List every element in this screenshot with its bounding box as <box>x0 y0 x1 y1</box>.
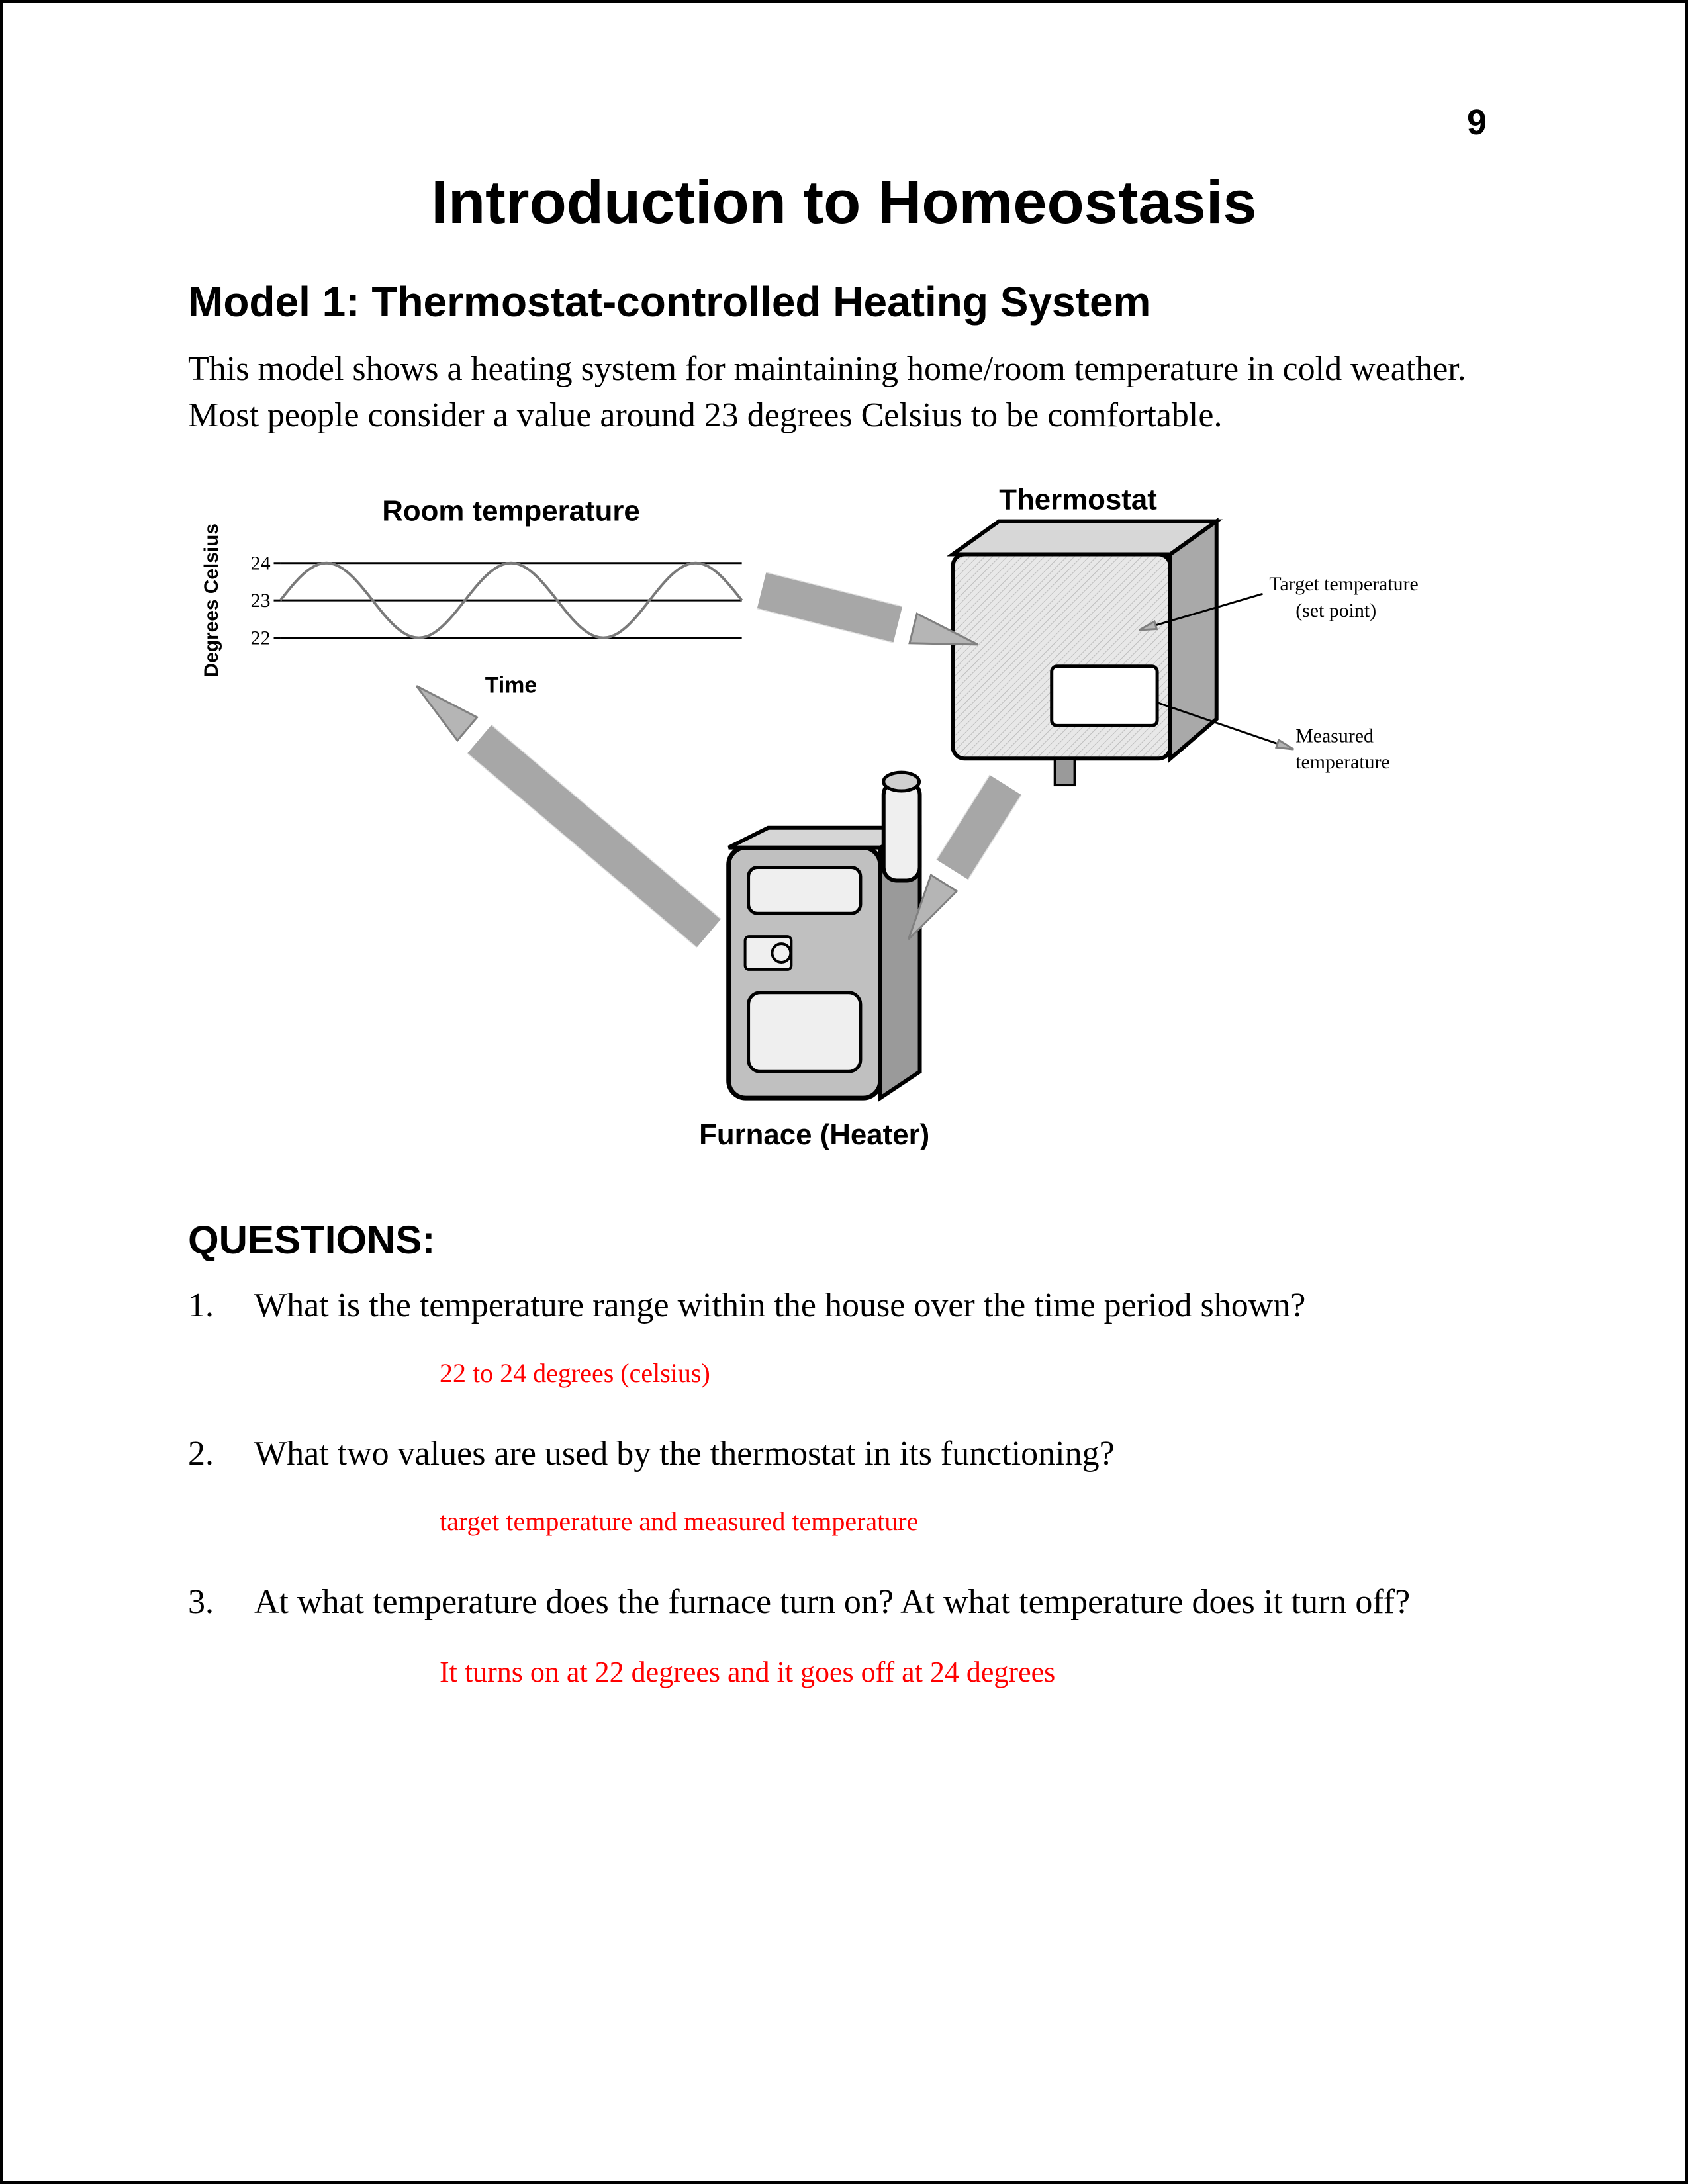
model-subtitle: Model 1: Thermostat-controlled Heating S… <box>188 277 1500 326</box>
questions-list: What is the temperature range within the… <box>188 1283 1500 1692</box>
page-number: 9 <box>1467 102 1487 143</box>
question-item: What two values are used by the thermost… <box>188 1431 1500 1539</box>
svg-text:24: 24 <box>251 553 271 574</box>
question-item: At what temperature does the furnace tur… <box>188 1579 1500 1692</box>
worksheet-page: 9 Introduction to Homeostasis Model 1: T… <box>0 0 1688 2184</box>
svg-text:Thermostat: Thermostat <box>999 484 1157 516</box>
svg-text:(set point): (set point) <box>1295 600 1376 621</box>
svg-text:temperature: temperature <box>1295 752 1390 774</box>
question-prompt: At what temperature does the furnace tur… <box>254 1583 1410 1621</box>
thermostat-diagram: Room temperature Degrees Celsius 24 23 22 Tim… <box>188 465 1500 1191</box>
svg-text:Target temperature: Target temperature <box>1269 574 1418 596</box>
svg-text:Time: Time <box>485 673 537 698</box>
page-title: Introduction to Homeostasis <box>188 168 1500 238</box>
question-prompt: What two values are used by the thermost… <box>254 1435 1115 1473</box>
svg-text:23: 23 <box>251 590 271 612</box>
svg-text:Furnace (Heater): Furnace (Heater) <box>699 1118 929 1151</box>
questions-heading: QUESTIONS: <box>188 1217 1500 1263</box>
svg-text:22: 22 <box>251 627 271 649</box>
svg-text:Room temperature: Room temperature <box>382 495 640 527</box>
diagram-svg: Room temperature Degrees Celsius 24 23 22 Tim… <box>188 465 1500 1191</box>
question-prompt: What is the temperature range within the… <box>254 1287 1305 1324</box>
question-answer: 22 to 24 degrees (celsius) <box>440 1355 1500 1391</box>
question-answer: target temperature and measured temperat… <box>440 1504 1500 1539</box>
intro-paragraph: This model shows a heating system for ma… <box>188 346 1500 439</box>
svg-text:Degrees Celsius: Degrees Celsius <box>201 523 222 677</box>
question-answer: It turns on at 22 degrees and it goes of… <box>440 1653 1500 1692</box>
svg-text:Measured: Measured <box>1295 725 1374 747</box>
question-item: What is the temperature range within the… <box>188 1283 1500 1391</box>
